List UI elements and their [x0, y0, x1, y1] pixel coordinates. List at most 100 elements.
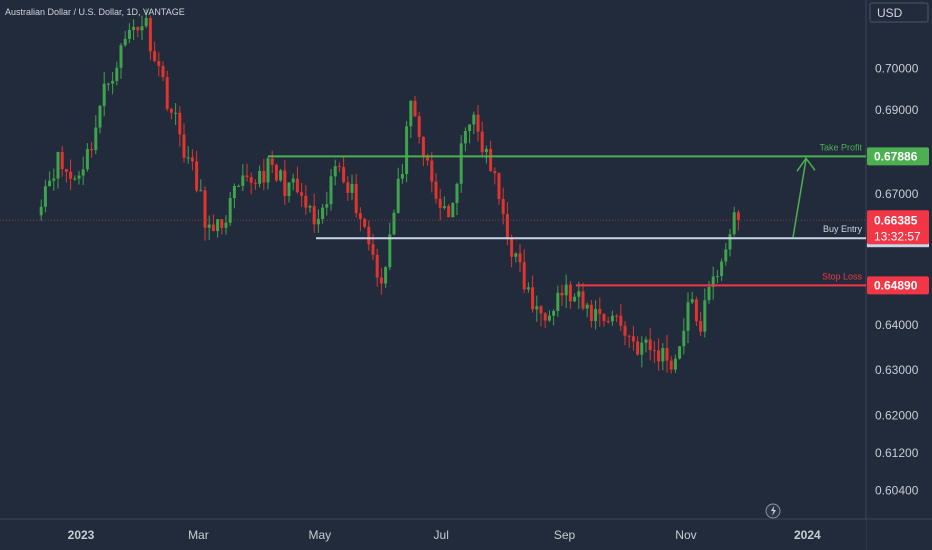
candle-body	[279, 170, 283, 181]
candle-body	[363, 219, 367, 227]
candle-body	[308, 206, 312, 208]
candle-body	[148, 17, 152, 52]
candle-body	[568, 284, 572, 302]
candle-body	[174, 112, 178, 114]
candle-body	[258, 170, 262, 184]
take-profit-label: Take Profit	[819, 142, 862, 152]
lightning-icon	[771, 506, 776, 516]
candle-body	[678, 346, 682, 359]
candle-body	[98, 105, 102, 128]
candle-body	[333, 166, 337, 177]
x-tick-label: Nov	[675, 528, 696, 542]
candle-body	[736, 212, 740, 221]
candle-body	[283, 170, 287, 197]
candle-body	[190, 157, 194, 162]
candle-body	[304, 195, 308, 208]
candle-body	[346, 182, 350, 193]
take-profit-badge[interactable]	[867, 147, 929, 166]
candle-body	[224, 222, 228, 228]
candle-body	[447, 206, 451, 218]
candle-body	[358, 213, 362, 220]
candle-body	[350, 183, 354, 193]
candle-body	[186, 157, 190, 159]
stop-loss-badge[interactable]	[867, 276, 929, 295]
levels-layer: Take Profit Buy Entry Stop Loss	[0, 142, 866, 287]
candle-body	[94, 127, 98, 151]
candle-body	[153, 51, 157, 62]
candle-body	[132, 26, 136, 30]
price-axis[interactable]	[866, 0, 932, 550]
candle-body	[379, 277, 383, 284]
time-axis[interactable]	[0, 520, 866, 550]
candle-body	[316, 219, 320, 225]
candle-body	[652, 350, 656, 352]
plot-area[interactable]	[0, 0, 866, 519]
candle-body	[573, 296, 577, 302]
candle-body	[165, 77, 169, 109]
candle-body	[535, 306, 539, 310]
stop-loss-label: Stop Loss	[822, 271, 863, 281]
y-tick-label: 0.64000	[875, 318, 919, 332]
candle-body	[253, 182, 257, 184]
candle-body	[195, 161, 199, 191]
candle-body	[518, 253, 522, 263]
candle-body	[39, 206, 43, 216]
candle-body	[241, 175, 245, 186]
candle-body	[472, 114, 476, 125]
candle-body	[312, 206, 316, 225]
candle-body	[270, 158, 274, 165]
candle-body	[510, 237, 514, 257]
candle-body	[619, 315, 623, 326]
stop-loss-badge-text: 0.64890	[874, 278, 918, 292]
candle-body	[648, 339, 652, 351]
candle-body	[505, 214, 509, 238]
y-tick-label: 0.69000	[875, 103, 919, 117]
take-profit-badge-text: 0.67886	[874, 149, 918, 163]
candle-body	[640, 342, 644, 355]
auto-scale-button[interactable]	[765, 503, 781, 519]
candle-body	[547, 315, 551, 321]
candle-body	[552, 311, 556, 316]
candle-body	[325, 204, 329, 208]
candle-body	[669, 360, 673, 370]
candle-body	[627, 335, 631, 337]
candle-body	[665, 348, 669, 361]
candle-body	[144, 17, 148, 27]
y-tick-label: 0.63000	[875, 363, 919, 377]
candle-body	[245, 175, 249, 177]
candle-body	[434, 181, 438, 199]
candle-body	[413, 100, 417, 117]
current-price-badge[interactable]	[867, 210, 929, 245]
candle-body	[211, 224, 215, 232]
candle-body	[81, 169, 85, 176]
candle-body	[262, 170, 266, 183]
candle-body	[711, 276, 715, 287]
candle-body	[585, 304, 589, 309]
candle-body	[157, 61, 161, 67]
buy-entry-label: Buy Entry	[823, 224, 863, 234]
candle-body	[690, 299, 694, 303]
candle-body	[673, 358, 677, 370]
axis-ticks-layer: 0.70000 0.69000 0.67000 0.64000 0.63000 0.620…	[68, 62, 929, 542]
projection-arrow-line	[792, 159, 807, 238]
candle-body	[476, 114, 480, 132]
candle-body	[631, 336, 635, 342]
x-tick-label: Mar	[188, 528, 209, 542]
candle-body	[405, 126, 409, 175]
candle-body	[249, 176, 253, 183]
current-price-text: 0.66385	[874, 213, 918, 227]
candle-body	[707, 286, 711, 301]
candle-body	[463, 130, 467, 144]
candle-body	[497, 173, 501, 199]
candle-body	[48, 180, 52, 187]
candle-body	[337, 166, 341, 168]
candle-body	[123, 38, 127, 46]
candle-body	[543, 313, 547, 321]
candle-body	[127, 29, 131, 39]
candle-body	[577, 291, 581, 297]
y-tick-label: 0.60400	[875, 483, 919, 497]
candle-body	[682, 330, 686, 347]
currency-selector[interactable]	[869, 2, 929, 23]
candle-body	[329, 176, 333, 205]
